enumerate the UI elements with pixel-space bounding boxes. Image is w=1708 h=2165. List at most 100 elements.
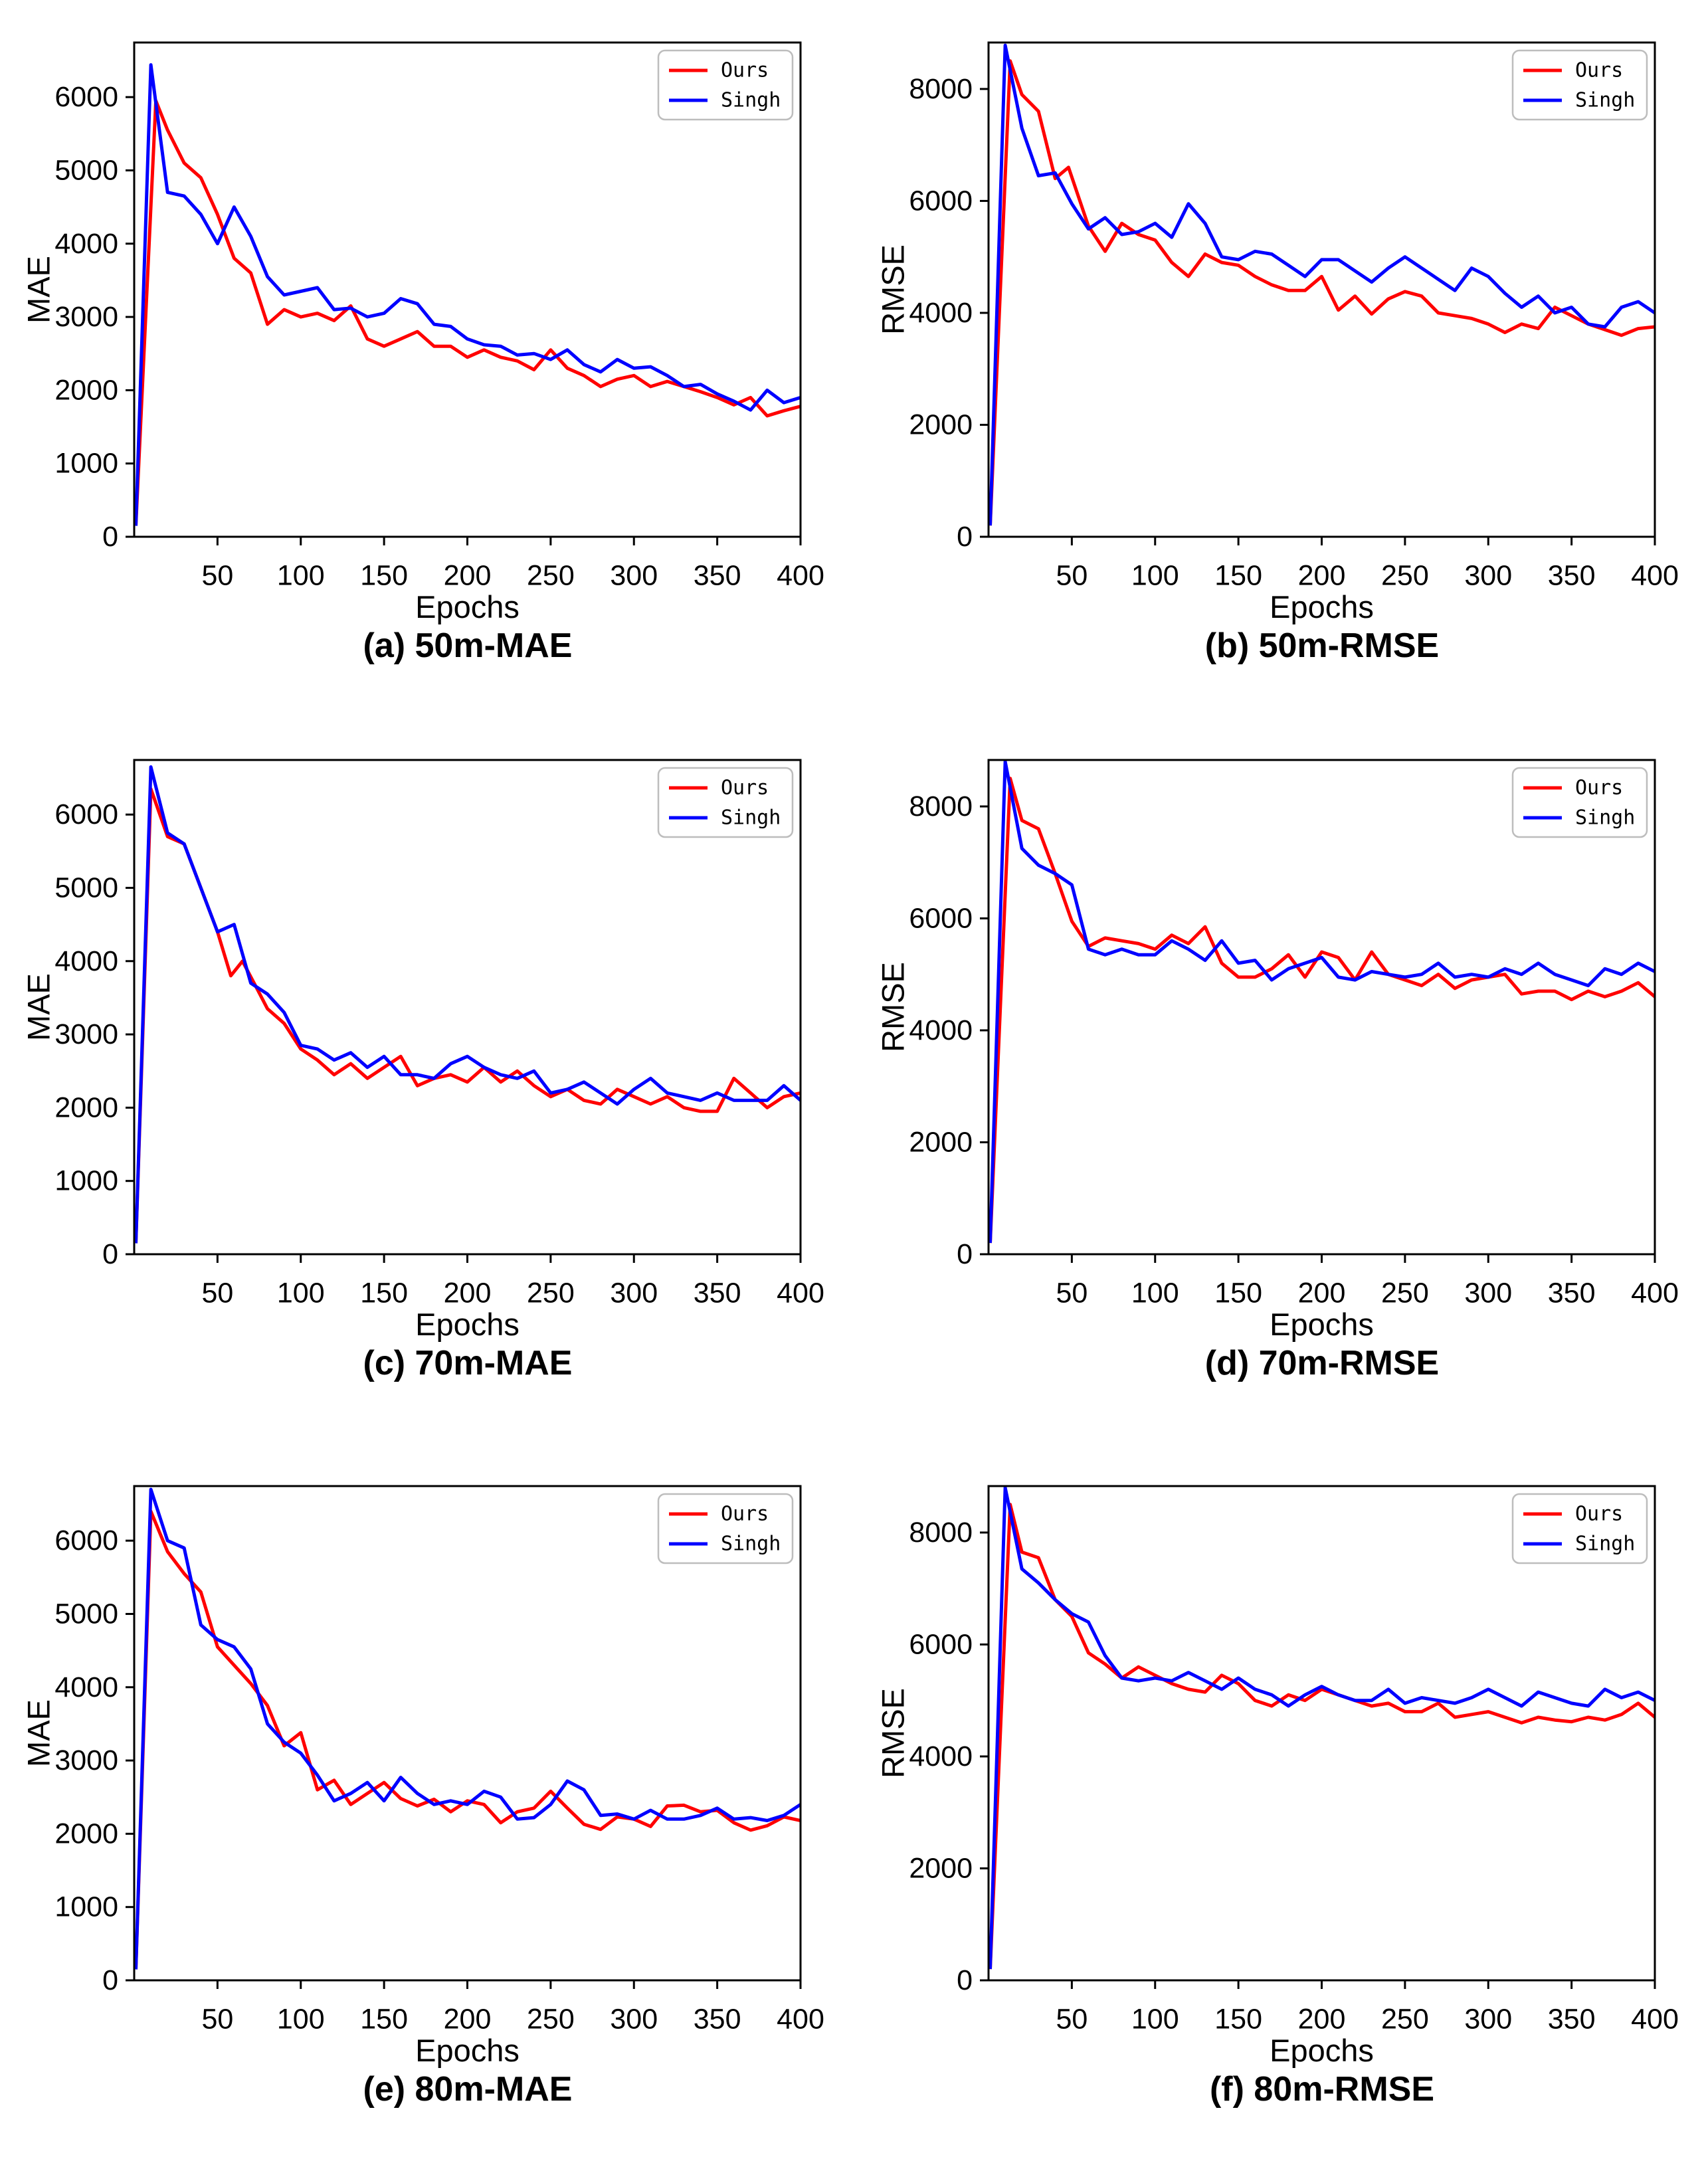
y-tick-label: 2000 (909, 1126, 973, 1158)
subplot-70m-mae: 0 1000 2000 3000 4000 5000 6000 50 100 150 200 250 3… (0, 717, 854, 1439)
legend-box (1511, 767, 1648, 838)
x-tick-label: 350 (1548, 559, 1596, 591)
legend-label-ours: Ours (1575, 1503, 1623, 1526)
x-tick-label: 250 (527, 1277, 575, 1309)
legend-label-singh: Singh (721, 1533, 781, 1556)
x-tick-label: 300 (1464, 559, 1512, 591)
x-tick-label: 250 (527, 559, 575, 591)
series-line-ours (989, 59, 1655, 526)
legend: Ours Singh (657, 49, 794, 121)
series-group (989, 43, 1655, 526)
series-group (134, 765, 801, 1244)
y-tick-label: 6000 (54, 81, 118, 113)
x-tick-label: 200 (444, 2003, 492, 2035)
x-tick-label: 100 (277, 2003, 325, 2035)
series-line-singh (134, 1487, 801, 1970)
y-tick-label: 2000 (54, 1818, 118, 1849)
y-tick-label: 1000 (54, 1165, 118, 1197)
y-axis-label: RMSE (876, 1688, 911, 1778)
y-tick-label: 4000 (909, 297, 973, 329)
chart-80m-rmse-canvas: 0 2000 4000 6000 8000 50 100 150 200 250 300 350 400… (876, 1485, 1679, 2068)
y-axis-label: MAE (21, 973, 56, 1041)
y-tick-label: 6000 (54, 1525, 118, 1556)
plot-border (987, 41, 1656, 538)
subplot-caption-a: (a) 50m-MAE (363, 626, 573, 665)
series-line-ours (134, 99, 801, 526)
x-tick-label: 350 (694, 2003, 741, 2035)
y-tick-label: 4000 (54, 1671, 118, 1703)
legend-label-ours: Ours (1575, 59, 1623, 82)
legend-label-singh: Singh (1575, 89, 1635, 112)
x-tick-label: 400 (777, 2003, 824, 2035)
y-tick-label: 1000 (54, 448, 118, 480)
x-tick-label: 200 (444, 1277, 492, 1309)
y-tick-label: 6000 (909, 1628, 973, 1660)
legend: Ours Singh (657, 767, 794, 838)
plot-border (987, 759, 1656, 1256)
subplot-caption-f: (f) 80m-RMSE (1209, 2070, 1435, 2109)
x-tick-label: 150 (360, 2003, 408, 2035)
subplot-50m-mae: 0 1000 2000 3000 4000 5000 6000 50 100 150 200 250 3… (0, 0, 854, 721)
y-tick-label: 0 (957, 521, 973, 553)
x-axis-label: Epochs (415, 2033, 520, 2068)
legend: Ours Singh (1511, 767, 1648, 838)
subplot-50m-rmse: 0 2000 4000 6000 8000 50 100 150 200 250 300 350 400… (854, 0, 1708, 721)
subplot-80m-rmse: 0 2000 4000 6000 8000 50 100 150 200 250 300 350 400… (854, 1444, 1708, 2165)
legend-label-singh: Singh (721, 89, 781, 112)
x-axis-label: Epochs (1270, 589, 1374, 624)
x-tick-label: 400 (777, 559, 824, 591)
plot-border (133, 759, 802, 1256)
legend-box (1511, 1493, 1648, 1564)
x-tick-label: 100 (277, 559, 325, 591)
x-tick-label: 300 (610, 559, 658, 591)
y-tick-label: 5000 (54, 872, 118, 903)
x-tick-label: 250 (1381, 2003, 1429, 2035)
y-tick-label: 3000 (54, 1744, 118, 1776)
legend: Ours Singh (657, 1493, 794, 1564)
x-tick-label: 350 (1548, 1277, 1596, 1309)
chart-70m-rmse-canvas: 0 2000 4000 6000 8000 50 100 150 200 250 300 350 400… (876, 759, 1679, 1342)
legend-box (657, 49, 794, 121)
y-axis-label: MAE (21, 1699, 56, 1767)
subplot-70m-rmse: 0 2000 4000 6000 8000 50 100 150 200 250 300 350 400… (854, 717, 1708, 1439)
y-axis-label: RMSE (876, 962, 911, 1052)
y-tick-label: 0 (957, 1964, 973, 1996)
subplot-caption-b: (b) 50m-RMSE (1204, 626, 1440, 665)
x-tick-label: 250 (1381, 1277, 1429, 1309)
x-tick-label: 300 (1464, 1277, 1512, 1309)
x-tick-label: 400 (777, 1277, 824, 1309)
plot-border (987, 1485, 1656, 1982)
y-tick-label: 2000 (54, 374, 118, 406)
legend-label-singh: Singh (721, 806, 781, 830)
series-line-singh (989, 1486, 1655, 1970)
series-line-singh (989, 43, 1655, 526)
series-group (989, 1486, 1655, 1970)
y-tick-label: 8000 (909, 791, 973, 822)
y-tick-label: 4000 (54, 945, 118, 977)
x-tick-label: 150 (360, 1277, 408, 1309)
y-tick-label: 2000 (909, 1852, 973, 1884)
legend: Ours Singh (1511, 1493, 1648, 1564)
y-tick-label: 0 (102, 1238, 118, 1270)
x-tick-label: 350 (694, 1277, 741, 1309)
x-axis-label: Epochs (415, 589, 520, 624)
series-line-singh (134, 765, 801, 1244)
x-tick-label: 50 (201, 2003, 233, 2035)
y-tick-label: 6000 (909, 902, 973, 934)
x-tick-label: 200 (1298, 1277, 1346, 1309)
y-tick-label: 6000 (54, 799, 118, 830)
x-tick-label: 200 (1298, 2003, 1346, 2035)
x-tick-label: 50 (201, 559, 233, 591)
legend-label-ours: Ours (721, 1503, 769, 1526)
x-tick-label: 250 (527, 2003, 575, 2035)
x-axis-label: Epochs (1270, 1307, 1374, 1342)
x-tick-label: 400 (1631, 559, 1679, 591)
subplot-caption-e: (e) 80m-MAE (363, 2070, 573, 2109)
y-tick-label: 5000 (54, 1598, 118, 1630)
legend-label-ours: Ours (721, 777, 769, 800)
y-tick-label: 3000 (54, 301, 118, 333)
y-tick-label: 0 (102, 1964, 118, 1996)
plot-border (133, 41, 802, 538)
legend-label-ours: Ours (721, 59, 769, 82)
